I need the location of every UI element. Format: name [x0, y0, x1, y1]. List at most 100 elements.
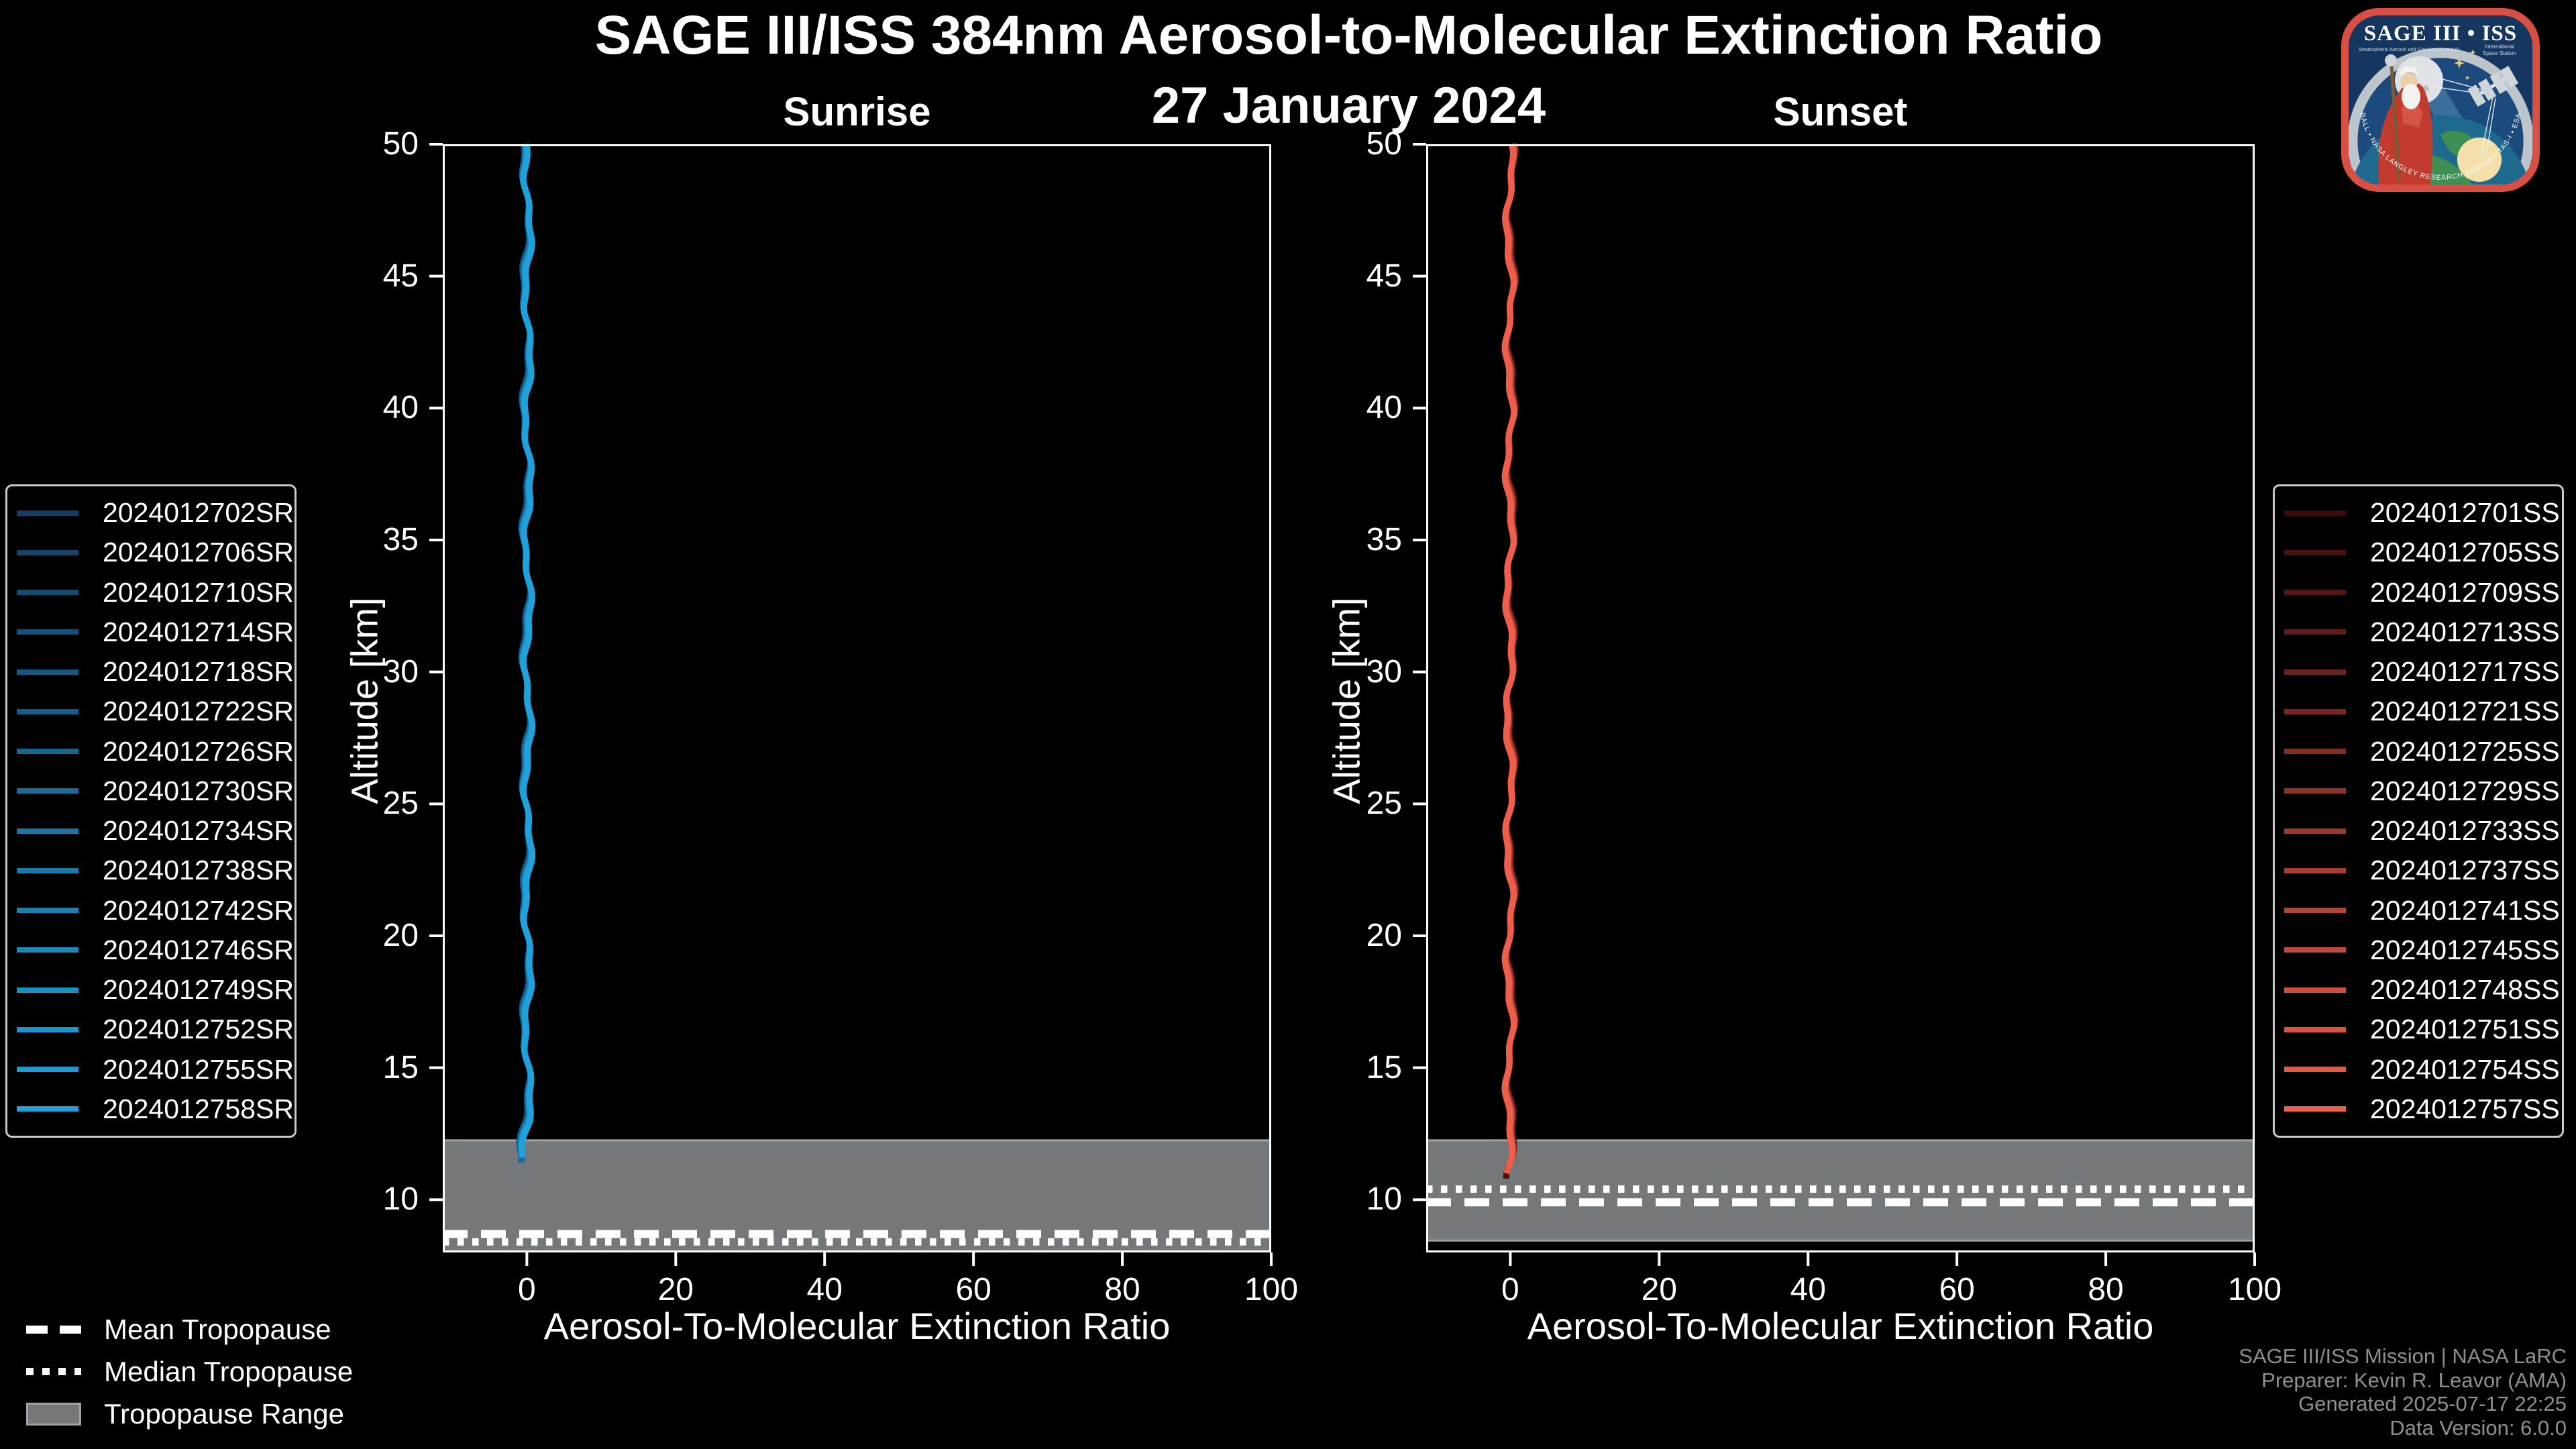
legend-line-swatch [2284, 788, 2346, 794]
legend-event-label: 2024012754SS [2370, 1053, 2560, 1085]
y-tick-label: 10 [382, 1181, 419, 1218]
credit-line-preparer: Preparer: Kevin R. Leavor (AMA) [2261, 1368, 2567, 1392]
x-tick-label: 100 [2227, 1272, 2282, 1307]
legend-line-swatch [17, 987, 78, 993]
x-tick-label: 40 [806, 1272, 843, 1307]
x-tick-label: 20 [1641, 1272, 1677, 1307]
tropopause-legend-label: Mean Tropopause [104, 1313, 331, 1345]
legend-event-label: 2024012745SS [2370, 934, 2560, 965]
patch-artwork [2349, 48, 2532, 184]
legend-line-swatch [2284, 669, 2346, 675]
legend-event-label: 2024012729SS [2370, 775, 2560, 806]
legend-item: 2024012745SS [2284, 934, 2560, 966]
tropopause-legend-item: Median Tropopause [26, 1350, 353, 1393]
legend-event-label: 2024012755SR [103, 1053, 294, 1085]
legend-event-label: 2024012713SS [2370, 616, 2560, 647]
legend-event-label: 2024012726SR [103, 735, 294, 767]
legend-event-label: 2024012758SR [103, 1093, 294, 1124]
legend-item: 2024012710SR [17, 577, 294, 608]
legend-event-label: 2024012721SS [2370, 696, 2560, 727]
legend-line-swatch [2284, 1106, 2346, 1112]
sunrise-event-legend: 2024012702SR 2024012706SR 2024012710SR 2024… [5, 484, 297, 1138]
legend-line-swatch [17, 590, 78, 596]
legend-item: 2024012737SS [2284, 855, 2560, 886]
legend-item: 2024012713SS [2284, 616, 2560, 648]
panel-title-sunset: Sunset [1773, 89, 1908, 134]
x-tick-label: 80 [1104, 1272, 1140, 1307]
legend-item: 2024012730SR [17, 775, 294, 807]
legend-event-label: 2024012725SS [2370, 735, 2560, 767]
legend-item: 2024012714SR [17, 616, 294, 648]
legend-item: 2024012726SR [17, 736, 294, 767]
legend-line-swatch [17, 629, 78, 635]
y-tick-label: 40 [1366, 390, 1402, 426]
legend-item: 2024012758SR [17, 1093, 294, 1125]
legend-event-label: 2024012741SS [2370, 894, 2560, 926]
legend-event-label: 2024012714SR [103, 616, 294, 647]
legend-item: 2024012706SR [17, 537, 294, 568]
legend-event-label: 2024012752SR [103, 1014, 294, 1045]
legend-item: 2024012748SS [2284, 974, 2560, 1006]
legend-line-swatch [17, 947, 78, 953]
legend-event-label: 2024012706SR [103, 537, 294, 568]
legend-event-label: 2024012757SS [2370, 1093, 2560, 1124]
x-axis-label-sunrise: Aerosol-To-Molecular Extinction Ratio [543, 1305, 1171, 1347]
tropopause-legend-label: Median Tropopause [104, 1355, 354, 1387]
legend-line-swatch [17, 549, 78, 555]
legend-event-label: 2024012717SS [2370, 656, 2560, 688]
page-subtitle: 27 January 2024 [1151, 77, 1546, 134]
y-tick-label: 15 [382, 1049, 419, 1085]
patch-subtitle-right-2: Space Station [2483, 50, 2516, 56]
profile-2024012757SS [1501, 143, 1517, 1169]
legend-item: 2024012755SR [17, 1054, 294, 1085]
legend-item: 2024012751SS [2284, 1014, 2560, 1045]
legend-item: 2024012733SS [2284, 815, 2560, 847]
y-tick-label: 45 [1366, 258, 1402, 294]
patch-title: SAGE III • ISS [2364, 21, 2517, 46]
occultation-beams [2426, 76, 2496, 158]
iss-icon [2467, 66, 2519, 107]
credits: SAGE III/ISS Mission | NASA LaRC Prepare… [2239, 1344, 2567, 1440]
profile-2024012758SR [519, 144, 536, 1158]
tropopause-legend-label: Tropopause Range [104, 1397, 345, 1430]
x-tick-label: 0 [1501, 1272, 1519, 1307]
legend-line-swatch [17, 1067, 78, 1073]
sage-iii-iss-mission-patch: SAGE III • ISS Stratospheric Aerosol and… [2341, 8, 2540, 192]
tropopause-legend: Mean Tropopause Median Tropopause Tropopau… [26, 1308, 353, 1435]
legend-event-label: 2024012730SR [103, 775, 294, 806]
credit-line-mission: SAGE III/ISS Mission | NASA LaRC [2239, 1344, 2567, 1368]
legend-line-swatch [17, 669, 78, 675]
legend-item: 2024012734SR [17, 815, 294, 847]
legend-event-label: 2024012734SR [103, 815, 294, 847]
legend-event-label: 2024012733SS [2370, 815, 2560, 847]
legend-line-swatch [17, 708, 78, 714]
legend-item: 2024012721SS [2284, 696, 2560, 727]
legend-event-label: 2024012746SR [103, 934, 294, 965]
legend-item: 2024012701SS [2284, 497, 2560, 529]
panel-title-sunrise: Sunrise [783, 89, 931, 134]
plot-spines [443, 144, 1271, 1252]
y-tick-label: 45 [382, 258, 419, 294]
legend-line-swatch [2284, 549, 2346, 555]
x-tick-label: 60 [1939, 1272, 1975, 1307]
legend-event-label: 2024012748SS [2370, 974, 2560, 1006]
y-tick-label: 40 [382, 390, 419, 426]
tropopause-legend-item: Tropopause Range [26, 1393, 353, 1435]
y-tick-label: 50 [382, 126, 419, 162]
sun [2457, 138, 2502, 182]
x-tick-label: 20 [657, 1272, 694, 1307]
legend-item: 2024012729SS [2284, 775, 2560, 807]
patch-subtitle-right-1: International [2485, 44, 2514, 50]
x-tick-label: 60 [955, 1272, 991, 1307]
star-sparkles [2454, 49, 2476, 80]
legend-event-label: 2024012742SR [103, 894, 294, 926]
legend-item: 2024012738SR [17, 855, 294, 886]
legend-item: 2024012717SS [2284, 656, 2560, 688]
legend-line-swatch [2284, 828, 2346, 834]
x-tick-label: 100 [1244, 1272, 1299, 1307]
legend-event-label: 2024012710SR [103, 576, 294, 608]
legend-event-label: 2024012705SS [2370, 537, 2560, 568]
legend-line-swatch [2284, 908, 2346, 914]
legend-item: 2024012752SR [17, 1014, 294, 1045]
y-axis-label-sunset: Altitude [km] [1325, 597, 1368, 804]
